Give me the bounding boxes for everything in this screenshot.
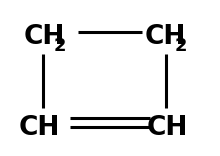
- Text: CH: CH: [19, 115, 60, 141]
- Text: 2: 2: [175, 37, 187, 55]
- Text: CH: CH: [144, 24, 186, 50]
- Text: CH: CH: [147, 115, 188, 141]
- Text: 2: 2: [54, 37, 66, 55]
- Text: CH: CH: [23, 24, 65, 50]
